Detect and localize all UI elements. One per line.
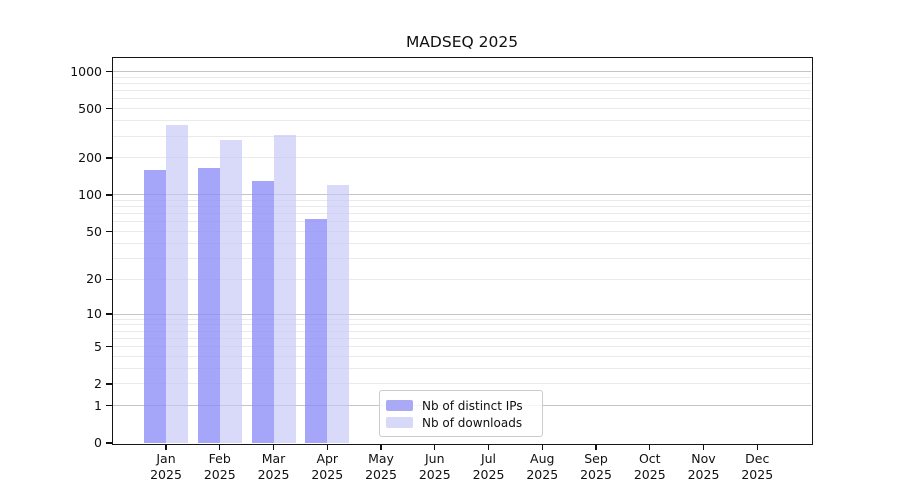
y-tick-mark (106, 157, 112, 159)
bar-distinct-ips-feb (197, 168, 220, 443)
x-tick-mark (756, 444, 758, 450)
minor-gridline (113, 221, 811, 223)
y-tick-label: 200 (78, 149, 102, 165)
minor-gridline (113, 98, 811, 100)
x-tick-label: Oct 2025 (633, 451, 666, 482)
y-tick-label: 5 (94, 338, 102, 354)
x-tick-mark (595, 444, 597, 450)
minor-gridline (113, 206, 811, 208)
bar-downloads-feb (219, 139, 242, 443)
minor-gridline (113, 330, 811, 332)
major-gridline (113, 194, 811, 196)
minor-gridline (113, 346, 811, 348)
bar-distinct-ips-mar (251, 180, 274, 443)
major-gridline (113, 71, 811, 73)
minor-gridline (113, 242, 811, 244)
bar-distinct-ips-apr (305, 219, 328, 443)
chart-title: MADSEQ 2025 (405, 33, 519, 51)
y-tick-label: 1 (94, 397, 102, 413)
y-tick-mark (106, 231, 112, 233)
minor-gridline (113, 367, 811, 369)
minor-gridline (113, 324, 811, 326)
x-tick-mark (434, 444, 436, 450)
minor-gridline (113, 108, 811, 110)
x-tick-label: Mar 2025 (257, 451, 290, 482)
y-tick-label: 0 (94, 435, 102, 450)
x-tick-label: Apr 2025 (311, 451, 344, 482)
bar-distinct-ips-jan (144, 170, 166, 443)
y-tick-label: 2 (94, 375, 102, 391)
minor-gridline (113, 199, 811, 201)
y-tick-mark (106, 346, 112, 348)
y-tick-mark (106, 405, 112, 407)
y-tick-label: 20 (86, 271, 102, 287)
y-tick-label: 50 (86, 223, 102, 239)
x-tick-label: Jan 2025 (150, 451, 182, 482)
x-tick-label: Aug 2025 (526, 451, 559, 482)
x-tick-label: Jul 2025 (472, 451, 505, 482)
x-tick-mark (487, 444, 490, 450)
minor-gridline (113, 157, 811, 159)
y-tick-label: 100 (78, 186, 102, 202)
x-tick-mark (702, 444, 705, 450)
plot-area (113, 58, 811, 443)
x-tick-mark (649, 444, 651, 450)
minor-gridline (113, 83, 811, 85)
minor-gridline (113, 383, 811, 385)
legend-label-downloads: Nb of downloads (422, 415, 523, 430)
y-tick-label: 10 (86, 306, 102, 322)
x-tick-mark (165, 444, 167, 450)
legend-swatch-distinct-ips (386, 400, 413, 411)
minor-gridline (113, 76, 811, 78)
y-tick-label: 500 (78, 100, 102, 116)
bar-downloads-jan (166, 124, 188, 443)
legend: Nb of distinct IPs Nb of downloads (379, 390, 543, 437)
y-tick-mark (106, 313, 112, 315)
x-tick-mark (380, 444, 382, 450)
minor-gridline (113, 90, 811, 92)
x-tick-label: Feb 2025 (203, 451, 236, 482)
y-tick-mark (106, 108, 112, 110)
legend-swatch-downloads (386, 417, 413, 428)
x-tick-label: Nov 2025 (687, 451, 720, 482)
minor-gridline (113, 257, 811, 259)
minor-gridline (113, 231, 811, 233)
minor-gridline (113, 120, 811, 122)
minor-gridline (113, 135, 811, 137)
x-tick-mark (219, 444, 221, 450)
legend-label-distinct-ips: Nb of distinct IPs (422, 398, 523, 413)
x-tick-label: Dec 2025 (741, 451, 774, 482)
bar-downloads-apr (327, 185, 350, 443)
minor-gridline (113, 355, 811, 357)
x-tick-label: Jun 2025 (418, 451, 451, 482)
x-tick-label: May 2025 (365, 451, 397, 482)
x-tick-label: Sep 2025 (580, 451, 612, 482)
legend-item-distinct-ips: Nb of distinct IPs (385, 397, 536, 414)
y-tick-mark (106, 383, 112, 385)
minor-gridline (113, 318, 811, 320)
legend-item-downloads: Nb of downloads (385, 414, 536, 431)
y-tick-mark (106, 194, 112, 196)
major-gridline (113, 313, 811, 315)
y-tick-mark (106, 442, 112, 444)
y-tick-mark (106, 278, 112, 280)
bar-downloads-mar (273, 135, 296, 443)
minor-gridline (113, 213, 811, 215)
x-tick-mark (541, 444, 543, 450)
y-tick-label: 1000 (70, 63, 102, 79)
y-tick-mark (106, 70, 112, 73)
minor-gridline (113, 337, 811, 339)
x-tick-mark (326, 444, 328, 450)
minor-gridline (113, 278, 811, 280)
x-tick-mark (272, 444, 275, 450)
